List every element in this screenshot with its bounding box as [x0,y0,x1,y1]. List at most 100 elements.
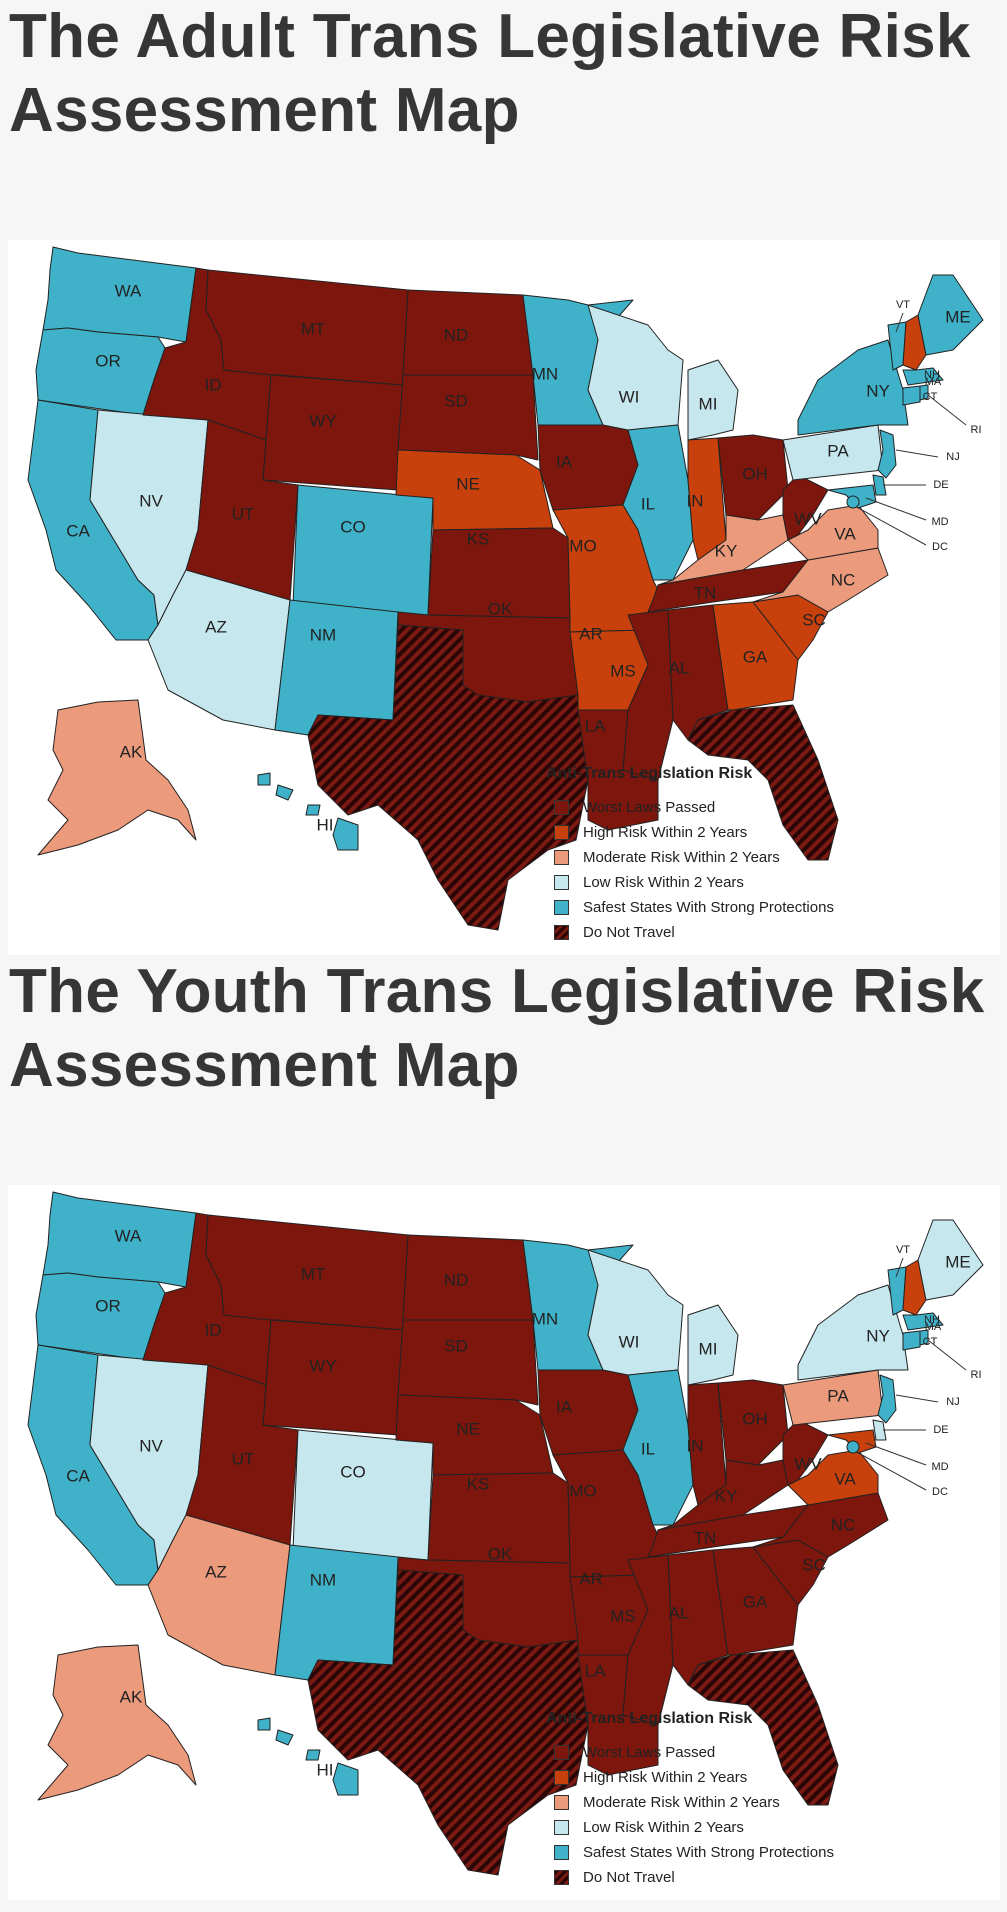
state-label-sc: SC [802,1555,826,1574]
state-label-va: VA [834,1469,856,1488]
legend-items: Worst Laws Passed High Risk Within 2 Yea… [546,795,986,945]
state-ia [537,424,639,511]
legend-swatch [554,1745,569,1760]
state-label-hi: HI [317,1760,334,1779]
map-panel: WA OR CA NV ID MT WY UT CO AZ NM ND SD NE KS OK MN IA MO AR… [8,240,1000,955]
state-ri [919,384,929,401]
state-nj [877,429,897,479]
state-label-wi: WI [619,1332,640,1351]
leader-line-md [865,1442,927,1466]
us-map: WA OR CA NV ID MT WY UT CO AZ NM ND SD NE KS OK MN IA MO AR… [27,246,984,931]
state-label-tn: TN [694,583,717,602]
state-sd [397,1319,539,1406]
legend-item-high: High Risk Within 2 Years [546,1765,986,1790]
state-label-dc: DC [932,541,948,553]
state-label-sd: SD [444,391,468,410]
state-ut [185,419,299,601]
state-label-nc: NC [831,1515,856,1534]
state-fl [687,1649,839,1806]
legend-item-safe: Safest States With Strong Protections [546,895,986,920]
state-label-nv: NV [139,491,163,510]
state-label-ks: KS [467,529,490,548]
state-label-oh: OH [742,464,768,483]
state-label-me: ME [945,1252,971,1271]
state-fl [687,704,839,861]
state-dc [846,1440,860,1454]
state-label-la: LA [585,1661,606,1680]
state-label-in: IN [687,491,704,510]
state-ak [37,1644,197,1801]
state-tn [647,1504,809,1558]
state-me [917,274,984,356]
state-nj [877,1374,897,1424]
state-wi [587,304,684,431]
state-label-nm: NM [310,1570,336,1589]
state-de [872,1419,887,1441]
state-label-ny: NY [866,1326,890,1345]
state-label-ma: MA [925,376,942,388]
legend-swatch [554,1845,569,1860]
legend-swatch [554,1795,569,1810]
state-label-mn: MN [532,364,558,383]
state-sd [397,374,539,461]
state-label-nd: ND [444,325,469,344]
leader-line-vt [895,312,904,333]
state-label-ks: KS [467,1474,490,1493]
state-label-tn: TN [694,1528,717,1547]
state-label-mn: MN [532,1309,558,1328]
us-map: WA OR CA NV ID MT WY UT CO AZ NM ND SD NE KS OK MN IA MO AR… [27,1191,984,1876]
state-label-me: ME [945,307,971,326]
legend-label: Low Risk Within 2 Years [583,874,744,891]
state-label-ne: NE [456,1419,480,1438]
state-label-sc: SC [802,610,826,629]
state-label-nj: NJ [946,451,959,463]
leader-line-ri [927,394,967,426]
leader-line-dc [852,504,927,546]
state-label-mt: MT [301,1264,326,1283]
state-va [787,1449,879,1506]
state-label-il: IL [641,494,655,513]
state-nm [274,1544,399,1681]
state-label-wa: WA [115,1226,142,1245]
legend-item-worst: Worst Laws Passed [546,795,986,820]
state-label-in: IN [687,1436,704,1455]
state-label-mo: MO [569,536,596,555]
state-label-sd: SD [444,1336,468,1355]
state-me [917,1219,984,1301]
legend-swatch [554,1870,569,1885]
state-label-md: MD [931,516,948,528]
state-label-ia: IA [556,452,573,471]
legend-label: Safest States With Strong Protections [583,899,834,916]
legend-label: Worst Laws Passed [583,799,716,816]
legend-label: High Risk Within 2 Years [583,824,748,841]
state-label-ca: CA [66,1466,90,1485]
legend-item-high: High Risk Within 2 Years [546,820,986,845]
map-legend: Anti-Trans Legislation Risk Worst Laws P… [546,765,986,945]
state-label-pa: PA [827,1386,849,1405]
legend-title: Anti-Trans Legislation Risk [546,765,753,782]
state-label-or: OR [95,351,121,370]
state-label-nh: NH [924,369,940,381]
state-hi [257,1717,359,1796]
state-il [622,424,694,581]
state-ct [902,385,921,406]
state-label-ut: UT [232,504,255,523]
legend-swatch [554,875,569,890]
leader-line-dc [852,1449,927,1491]
state-label-or: OR [95,1296,121,1315]
legend-items: Worst Laws Passed High Risk Within 2 Yea… [546,1740,986,1890]
state-or [35,327,166,416]
state-label-pa: PA [827,441,849,460]
state-label-ne: NE [456,474,480,493]
state-ut [185,1364,299,1546]
legend-swatch [554,825,569,840]
state-label-wi: WI [619,387,640,406]
state-label-de: DE [933,1424,948,1436]
state-wy [262,1319,404,1436]
legend-swatch [554,1770,569,1785]
state-label-ri: RI [971,424,982,436]
state-label-ny: NY [866,381,890,400]
leader-line-ri [927,1339,967,1371]
state-label-nm: NM [310,625,336,644]
legend-label: Moderate Risk Within 2 Years [583,1794,780,1811]
